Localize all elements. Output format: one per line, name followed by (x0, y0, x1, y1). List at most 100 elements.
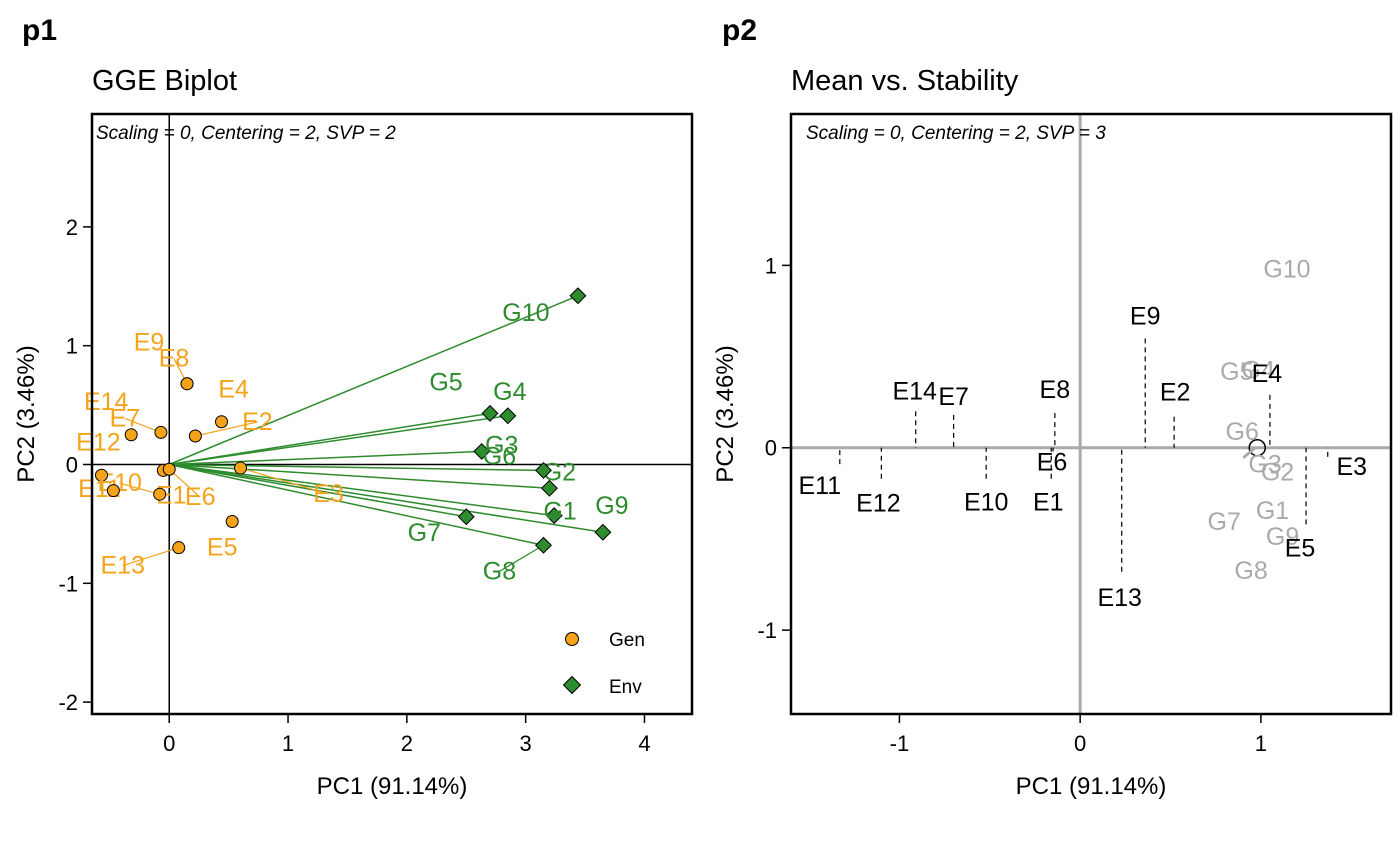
env-vector-g3 (169, 450, 482, 466)
env-vector-g2 (169, 463, 550, 490)
point-label-g2: G2 (1261, 459, 1294, 487)
point-g3 (473, 442, 491, 460)
x-tick-label-0: 4 (638, 731, 650, 756)
x-tick-label-0: 2 (401, 731, 413, 756)
y-tick-label-1: -1 (757, 618, 777, 643)
legend-gen-marker (565, 632, 579, 646)
point-label-e1: E1 (1033, 489, 1064, 517)
point-label-e9: E9 (1130, 302, 1161, 330)
y-tick-label-0: 1 (66, 334, 78, 359)
point-e14 (124, 428, 138, 442)
point-g1 (545, 507, 563, 525)
point-e2 (188, 429, 202, 443)
point-label-e6: E6 (185, 483, 216, 511)
env-vector-g1 (169, 463, 555, 517)
label-leader-e3 (240, 467, 329, 495)
point-label-g9: G9 (595, 492, 628, 520)
env-vector-g6 (169, 463, 544, 472)
point-label-e7: E7 (110, 404, 141, 432)
x-axis-label-p2: PC1 (91.14%) (1016, 773, 1167, 800)
x-tick-label-0: 0 (163, 731, 175, 756)
point-label-e4: E4 (218, 376, 249, 404)
label-leader-e10 (119, 482, 160, 495)
x-tick-label-0: 3 (520, 731, 532, 756)
label-leader-e2 (195, 421, 258, 437)
point-label-e3: E3 (1336, 453, 1367, 481)
point-g9 (594, 523, 612, 541)
point-label-g8: G8 (1234, 557, 1267, 585)
point-label-g3: G3 (485, 431, 518, 459)
point-label-e5: E5 (1285, 534, 1316, 562)
plot-area-p1: E1E2E3E4E5E6E7E8E9E10E11E12E13E14G1G2G3G… (58, 112, 694, 756)
y-tick-label-0: -2 (58, 690, 78, 715)
point-label-e4: E4 (1252, 360, 1283, 388)
chart-title-p1: GGE Biplot (92, 65, 237, 97)
env-vector-g4 (169, 415, 508, 466)
panel-p1: p1 GGE Biplot E1E2E3E4E5E6E7E8E9E10E11E1… (13, 14, 694, 800)
point-label-g7: G7 (1208, 508, 1241, 536)
point-e12 (106, 484, 120, 498)
point-e9 (180, 377, 194, 391)
x-tick-label-0: 1 (282, 731, 294, 756)
legend-env-label: Env (609, 677, 642, 698)
point-g4 (499, 407, 517, 425)
point-label-g10: G10 (1263, 256, 1310, 284)
point-label-e14: E14 (84, 388, 129, 416)
point-label-e9: E9 (134, 329, 165, 357)
point-label-e3: E3 (313, 480, 344, 508)
point-label-e14: E14 (892, 377, 937, 405)
point-e3 (234, 461, 248, 475)
point-label-g10: G10 (502, 299, 549, 327)
point-label-e5: E5 (207, 534, 238, 562)
point-e10 (153, 487, 167, 501)
plot-frame-0 (90, 112, 694, 716)
y-axis-label-p2: PC2 (3.46%) (712, 345, 739, 482)
legend-p1: Gen Env (562, 630, 645, 698)
point-e13 (172, 541, 186, 555)
y-tick-label-1: 0 (765, 436, 777, 461)
point-label-g5: G5 (1220, 358, 1253, 386)
point-label-e6: E6 (1037, 448, 1068, 476)
env-vector-g5 (169, 412, 491, 466)
point-label-g1: G1 (543, 498, 576, 526)
point-label-g7: G7 (408, 519, 441, 547)
y-tick-label-0: 2 (66, 215, 78, 240)
point-e4 (215, 415, 229, 429)
legend-gen-label: Gen (609, 630, 645, 651)
point-label-g3: G3 (1248, 451, 1281, 479)
legend-env-marker (562, 675, 582, 695)
point-label-e10: E10 (964, 489, 1008, 517)
panel-tag-p2: p2 (722, 14, 757, 47)
chart-title-p2: Mean vs. Stability (791, 65, 1019, 97)
point-label-e2: E2 (242, 408, 273, 436)
point-g8 (534, 536, 552, 554)
point-label-g8: G8 (483, 557, 516, 585)
point-e5 (225, 515, 239, 529)
point-g10 (569, 287, 587, 305)
x-tick-label-1: 0 (1074, 731, 1086, 756)
point-e11 (95, 468, 109, 482)
point-label-g6: G6 (1226, 418, 1259, 446)
point-label-e13: E13 (1097, 584, 1141, 612)
point-label-g4: G4 (493, 378, 526, 406)
y-axis-label-p1: PC2 (3.46%) (13, 345, 40, 482)
point-label-e12: E12 (856, 490, 900, 518)
label-leader-g8 (499, 544, 544, 572)
point-e7 (154, 425, 168, 439)
point-label-g5: G5 (429, 368, 462, 396)
point-label-e7: E7 (938, 383, 969, 411)
env-vector-g9 (169, 463, 604, 533)
point-label-g1: G1 (1256, 497, 1289, 525)
point-label-g4: G4 (1242, 357, 1275, 385)
point-e6 (162, 462, 176, 476)
point-label-g6: G6 (483, 442, 516, 470)
label-leader-e6 (168, 468, 201, 498)
panel-tag-p1: p1 (22, 14, 57, 47)
average-environment-marker (1248, 438, 1267, 457)
point-label-e13: E13 (100, 552, 144, 580)
subtitle-p1: Scaling = 0, Centering = 2, SVP = 2 (96, 123, 396, 144)
x-tick-label-1: 1 (1255, 731, 1267, 756)
point-label-g9: G9 (1266, 523, 1299, 551)
